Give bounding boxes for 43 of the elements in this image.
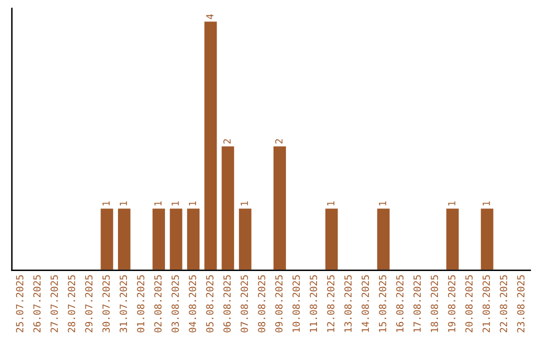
x-tick-label: 23.08.2025 — [517, 275, 524, 332]
data-label: 2 — [275, 139, 282, 144]
x-tick-label: 31.07.2025 — [120, 275, 128, 332]
x-tick-label: 12.08.2025 — [327, 275, 334, 332]
data-label: 1 — [327, 201, 334, 206]
x-tick-label: 11.08.2025 — [310, 275, 318, 332]
x-tick-label: 02.08.2025 — [154, 275, 162, 332]
data-label: 1 — [379, 201, 386, 206]
x-tick-label: 01.08.2025 — [136, 275, 144, 332]
x-tick-label: 06.08.2025 — [223, 275, 231, 332]
data-label: 1 — [102, 201, 110, 206]
data-label: 4 — [206, 14, 214, 20]
data-label: 2 — [223, 139, 231, 144]
data-label: 1 — [172, 201, 179, 206]
x-tick-label: 22.08.2025 — [500, 275, 508, 332]
x-tick-label: 20.08.2025 — [465, 275, 473, 332]
x-tick-label: 27.07.2025 — [50, 275, 58, 332]
x-tick-label: 09.08.2025 — [275, 275, 283, 332]
x-tick-label: 14.08.2025 — [362, 275, 369, 332]
x-tick-label: 30.07.2025 — [102, 275, 110, 332]
x-tick-label: 25.07.2025 — [16, 275, 24, 332]
data-label: 1 — [188, 201, 196, 206]
x-tick-label: 19.08.2025 — [448, 275, 456, 332]
x-tick-label: 16.08.2025 — [396, 275, 404, 332]
x-tick-label: 08.08.2025 — [258, 275, 266, 332]
x-tick-label: 05.08.2025 — [206, 275, 214, 332]
x-tick-label: 17.08.2025 — [413, 275, 421, 332]
data-label: 1 — [482, 201, 490, 206]
x-tick-label: 13.08.2025 — [344, 275, 352, 332]
data-label: 1 — [154, 201, 162, 206]
x-tick-label: 18.08.2025 — [430, 275, 438, 332]
data-label: 1 — [240, 201, 248, 206]
x-tick-label: 03.08.2025 — [172, 275, 179, 332]
data-label: 1 — [120, 201, 127, 206]
data-label: 1 — [448, 201, 456, 206]
x-tick-label: 21.08.2025 — [482, 275, 490, 332]
x-tick-label: 29.07.2025 — [85, 275, 92, 332]
x-tick-label: 07.08.2025 — [240, 275, 248, 332]
x-tick-label: 04.08.2025 — [188, 275, 196, 332]
x-tick-label: 28.07.2025 — [68, 275, 76, 332]
x-tick-label: 15.08.2025 — [378, 275, 386, 332]
x-tick-label: 10.08.2025 — [292, 275, 300, 332]
x-tick-label: 26.07.2025 — [33, 275, 41, 332]
